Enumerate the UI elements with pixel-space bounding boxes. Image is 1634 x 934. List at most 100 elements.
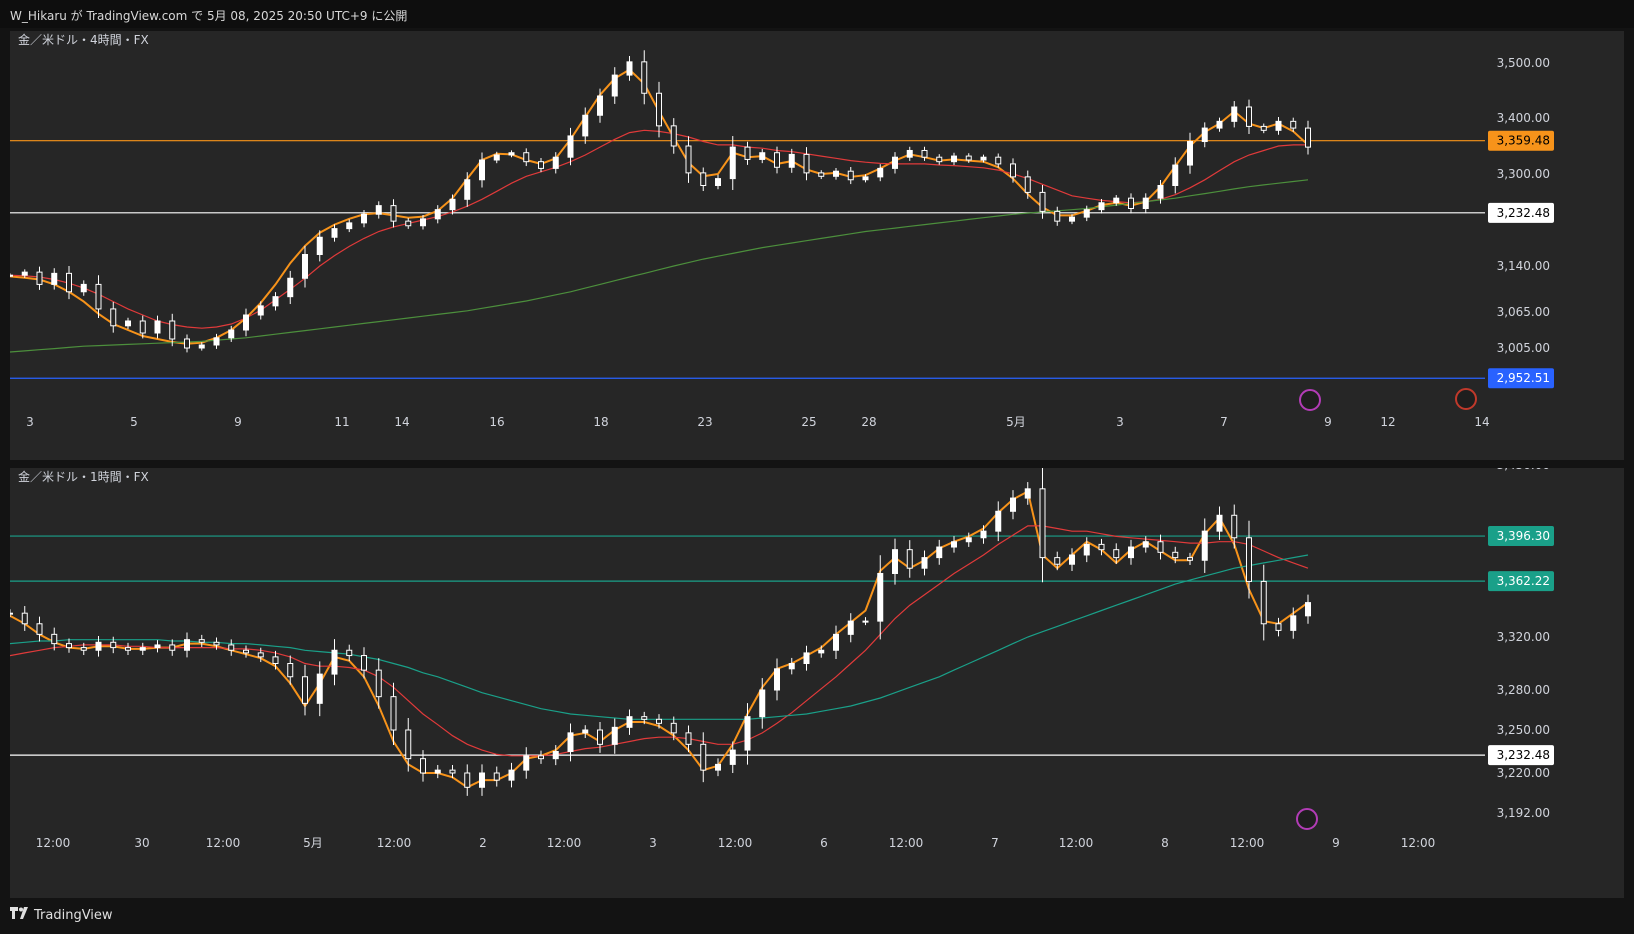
x-tick-label: 12:00 [547,836,582,850]
y-tick-label: 3,220.00 [1497,766,1550,780]
candle [228,644,235,651]
candle [1128,546,1134,559]
candle [1069,216,1075,222]
candle [759,689,766,718]
candle [1201,530,1208,561]
candle [361,213,367,224]
candle [66,272,72,293]
candle [936,546,943,559]
candle [257,305,264,316]
x-tick-label: 28 [861,415,876,429]
y-tick-label: 3,300.00 [1497,167,1550,181]
candle [921,149,928,158]
candle [951,541,957,548]
candle [1290,615,1297,631]
footer-brand-text: TradingView [34,908,113,923]
us-flag-icon [1455,388,1477,410]
candle [139,647,146,651]
y-tick-label: 3,320.00 [1497,630,1550,644]
y-tick-label: 3,400.00 [1497,111,1550,125]
candle [198,344,205,349]
chart-title: 金／米ドル・4時間・FX [18,32,149,47]
candle [228,329,235,339]
candle [833,633,839,651]
candle [656,718,662,724]
candle [729,146,736,180]
candle [847,620,854,635]
x-tick-label: 8 [1161,836,1169,850]
chart-pane-1h[interactable]: 金／米ドル・1時間・FX 3,450.00 3,320.00 3,280.00 3,25… [10,468,1624,898]
candles-group [10,50,1311,353]
candle [36,271,43,285]
candle [774,668,780,691]
price-tag [1488,526,1554,547]
slow-line [10,554,1309,720]
candle [597,729,603,745]
x-tick-label: 12 [1380,415,1395,429]
candle [51,633,58,645]
candle [1128,197,1134,209]
candle [80,647,87,651]
candle [892,549,898,574]
candle [685,145,692,174]
x-tick-label: 12:00 [377,836,412,850]
chart-1h-svg[interactable]: 金／米ドル・1時間・FX 3,450.00 3,320.00 3,280.00 3,25… [10,468,1624,898]
candle [464,772,471,788]
candle [523,755,530,771]
y-tick-label: 3,500.00 [1497,56,1550,70]
candle [21,271,28,276]
x-tick-label: 16 [489,415,504,429]
y-tick-label: 3,450.00 [1497,468,1550,472]
x-tick-label: 14 [1474,415,1489,429]
candle [95,283,102,310]
candle [818,172,825,177]
candle [833,170,839,177]
x-tick-label: 7 [1220,415,1228,429]
candle [906,549,913,569]
x-tick-label: 25 [801,415,816,429]
x-tick-label: 12:00 [1230,836,1265,850]
candle [1172,551,1179,559]
candle [1054,210,1061,222]
price-tag-label: 2,952.51 [1497,371,1550,385]
candle [316,236,323,255]
candle [965,537,972,543]
candle [980,530,987,539]
candle [243,649,249,654]
candle [434,209,441,220]
x-tick-label: 30 [134,836,149,850]
candle [1260,580,1267,625]
candle [818,649,825,654]
candle [715,763,721,771]
candle [1275,623,1282,631]
candle [1305,127,1311,148]
candle [1260,125,1267,131]
price-tag-label: 3,232.48 [1497,748,1550,762]
x-tick-label: 23 [697,415,712,429]
chart-pane-4h[interactable]: 金／米ドル・4時間・FX 3,500.00 3,400.00 3,300.00 3,14… [10,31,1624,460]
candle [611,74,618,97]
chart-4h-svg[interactable]: 金／米ドル・4時間・FX 3,500.00 3,400.00 3,300.00 3,14… [10,31,1624,460]
candle [582,114,589,137]
candle [744,716,751,751]
candle [1172,164,1179,186]
y-tick-label: 3,280.00 [1497,683,1550,697]
candle [877,167,884,178]
x-tick-label: 7 [991,836,999,850]
candle [1231,514,1238,539]
candle [257,652,264,658]
candle [700,172,707,187]
candle [759,152,766,160]
candle [700,743,707,771]
candle [877,572,884,622]
x-tick-label: 5月 [1006,415,1026,429]
x-tick-label: 9 [1332,836,1340,850]
candle [405,220,412,227]
candle [1083,543,1090,556]
candle [361,655,367,671]
candle [641,716,648,720]
candle [420,218,426,227]
candle [316,673,323,704]
candle [1083,209,1090,218]
candle [390,696,397,731]
